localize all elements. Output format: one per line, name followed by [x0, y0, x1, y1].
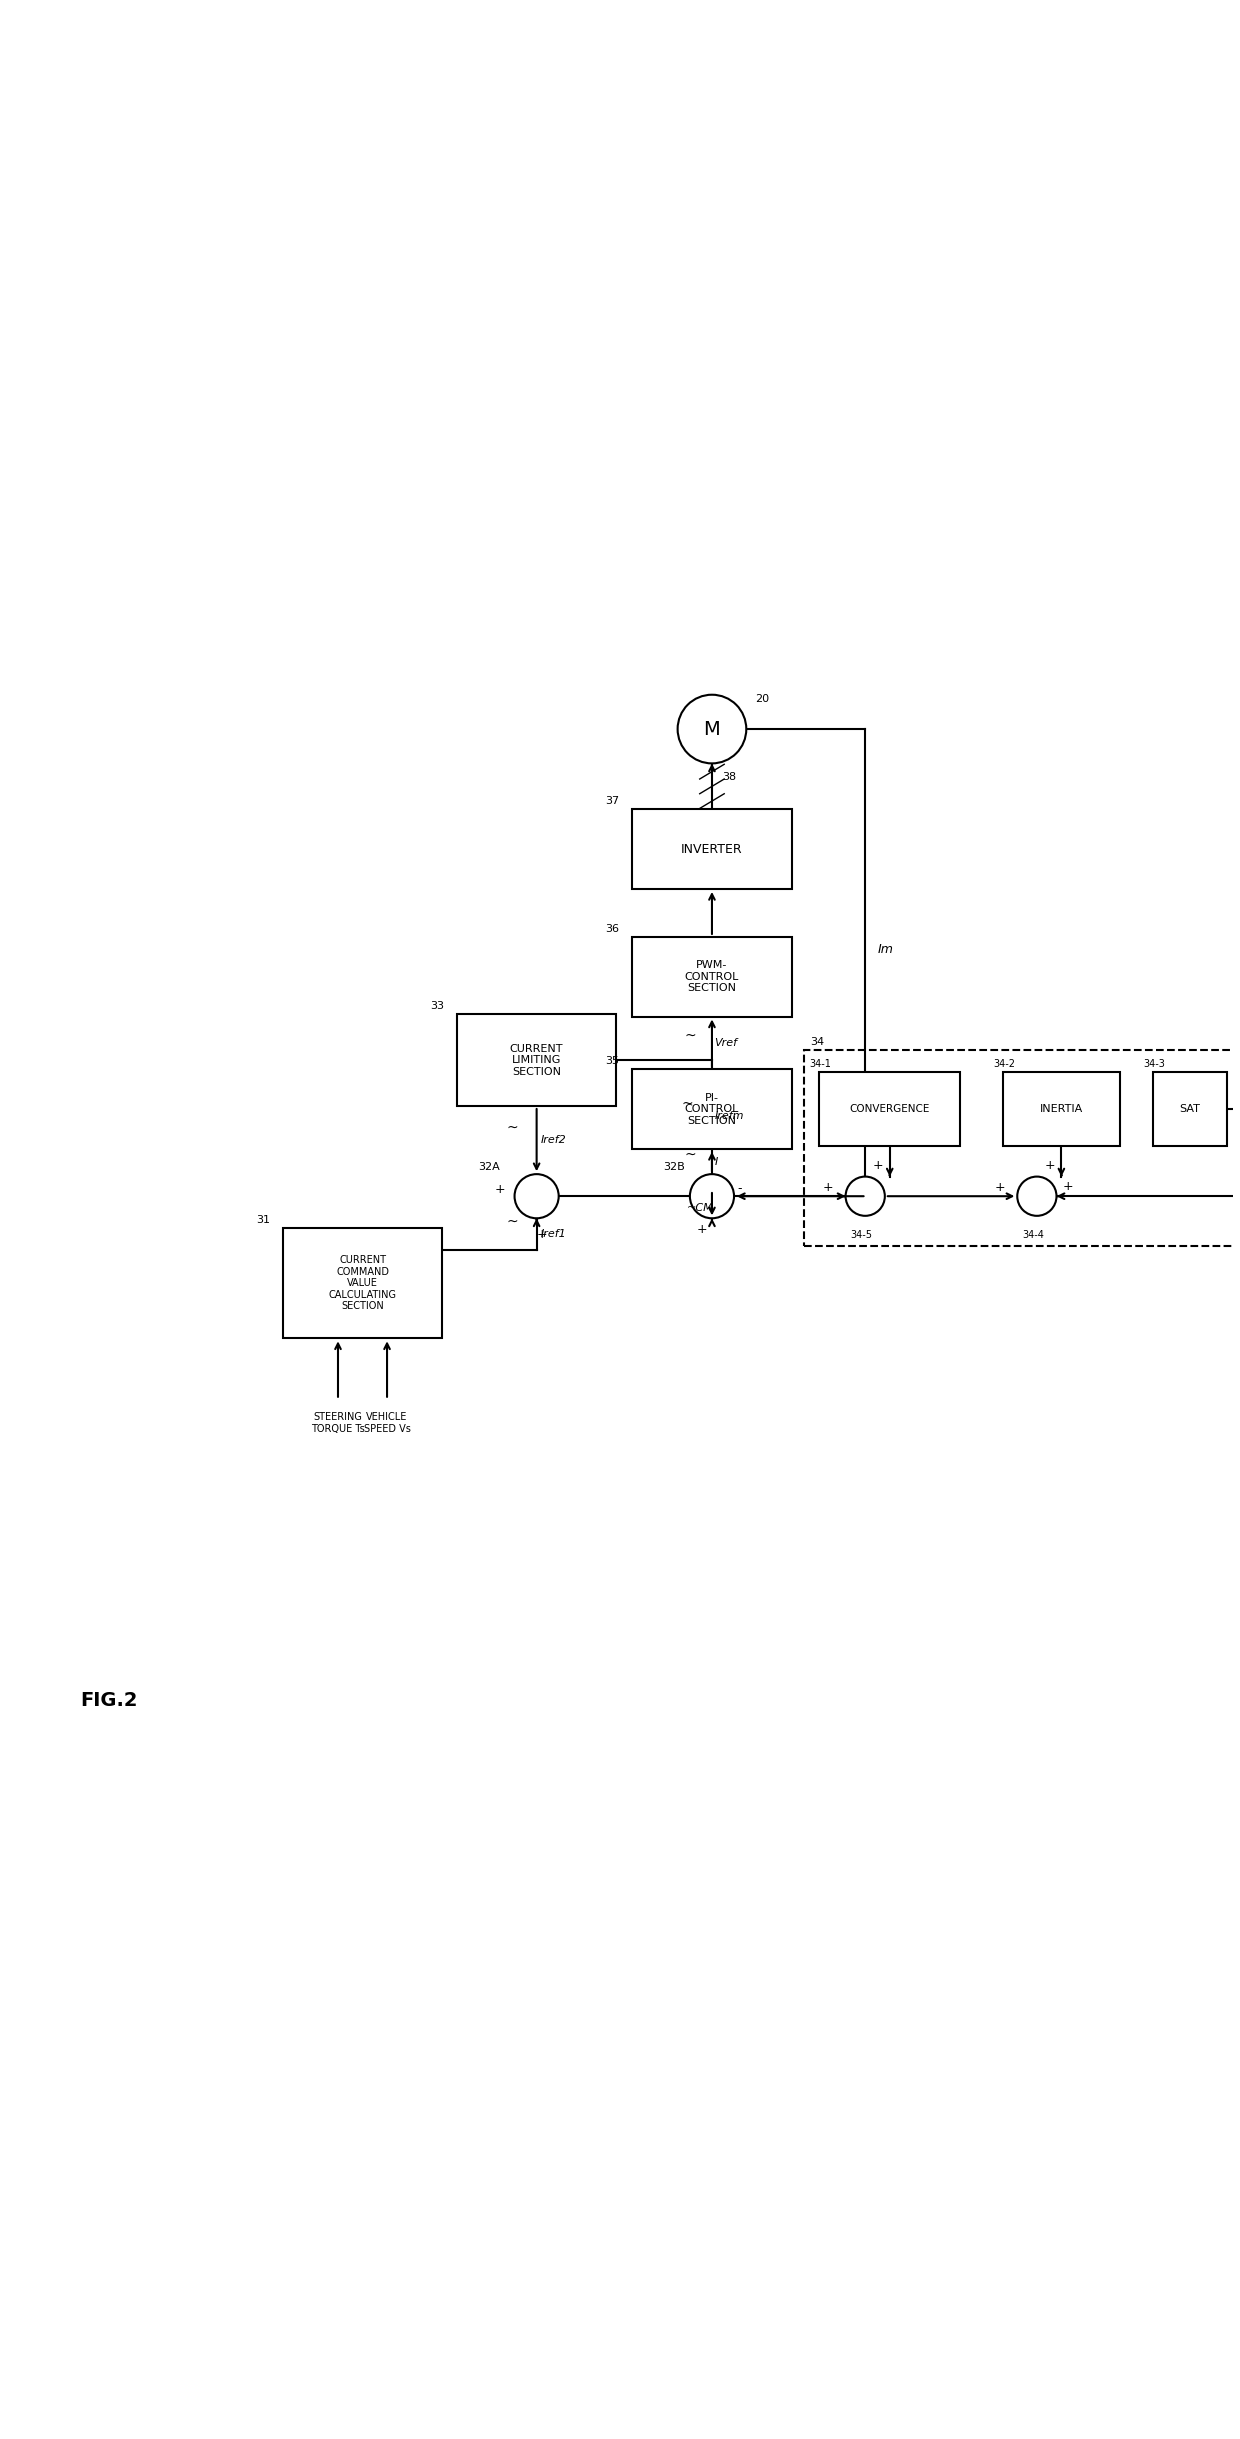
Text: 32B: 32B [663, 1163, 684, 1173]
Text: ~: ~ [684, 1029, 696, 1041]
Bar [632, 810, 791, 890]
Text: 34-4: 34-4 [1022, 1229, 1044, 1239]
Text: Irefm: Irefm [714, 1112, 744, 1122]
Text: +: + [697, 1222, 708, 1237]
Text: I: I [714, 1156, 718, 1166]
Text: Im: Im [878, 944, 893, 956]
Text: PI-
CONTROL
SECTION: PI- CONTROL SECTION [684, 1093, 739, 1127]
Bar [283, 1229, 443, 1339]
Circle shape [515, 1173, 559, 1217]
Text: ~: ~ [506, 1122, 518, 1134]
Text: M: M [703, 720, 720, 739]
Text: VEHICLE
SPEED Vs: VEHICLE SPEED Vs [363, 1412, 410, 1434]
Text: Iref2: Iref2 [541, 1134, 565, 1144]
Text: 34-3: 34-3 [1143, 1059, 1166, 1068]
Text: +: + [822, 1180, 833, 1195]
Text: CURRENT
COMMAND
VALUE
CALCULATING
SECTION: CURRENT COMMAND VALUE CALCULATING SECTIO… [329, 1256, 397, 1312]
Bar [632, 1068, 791, 1149]
Text: -: - [738, 1183, 743, 1195]
Text: +: + [1063, 1180, 1074, 1193]
Text: FIG.2: FIG.2 [81, 1690, 138, 1710]
Bar [632, 937, 791, 1017]
Text: +: + [536, 1227, 547, 1241]
Text: Iref1: Iref1 [541, 1229, 565, 1239]
Text: 34-1: 34-1 [810, 1059, 831, 1068]
Text: 38: 38 [722, 773, 735, 783]
Text: 31: 31 [255, 1215, 270, 1224]
Text: 36: 36 [605, 924, 619, 934]
Circle shape [677, 695, 746, 763]
Circle shape [689, 1173, 734, 1217]
Text: ~: ~ [682, 1098, 693, 1110]
Bar [804, 1051, 1240, 1246]
Text: CONVERGENCE: CONVERGENCE [849, 1105, 930, 1115]
Bar [820, 1073, 960, 1146]
Text: 35: 35 [605, 1056, 619, 1066]
Text: INVERTER: INVERTER [681, 844, 743, 856]
Text: 34-2: 34-2 [993, 1059, 1016, 1068]
Text: STEERING
TORQUE Ts: STEERING TORQUE Ts [311, 1412, 365, 1434]
Text: +: + [495, 1183, 505, 1195]
Text: ~: ~ [684, 1146, 696, 1161]
Text: Vref: Vref [714, 1039, 738, 1049]
Text: +: + [873, 1159, 884, 1173]
Bar [1003, 1073, 1120, 1146]
Text: +: + [1044, 1159, 1055, 1173]
Text: 20: 20 [755, 695, 769, 705]
Text: CURRENT
LIMITING
SECTION: CURRENT LIMITING SECTION [510, 1044, 563, 1076]
Text: PWM-
CONTROL
SECTION: PWM- CONTROL SECTION [684, 961, 739, 993]
Text: 34: 34 [810, 1037, 825, 1046]
Text: ~CM: ~CM [686, 1202, 713, 1212]
Circle shape [1017, 1176, 1056, 1215]
Bar [456, 1015, 616, 1105]
Text: SAT: SAT [1179, 1105, 1200, 1115]
Text: 33: 33 [430, 1002, 444, 1012]
Circle shape [846, 1176, 885, 1215]
Bar [1153, 1073, 1226, 1146]
Text: +: + [994, 1180, 1004, 1195]
Text: 37: 37 [605, 798, 620, 807]
Text: ~: ~ [506, 1215, 518, 1229]
Text: 32A: 32A [477, 1163, 500, 1173]
Text: 34-5: 34-5 [851, 1229, 873, 1239]
Text: INERTIA: INERTIA [1040, 1105, 1083, 1115]
